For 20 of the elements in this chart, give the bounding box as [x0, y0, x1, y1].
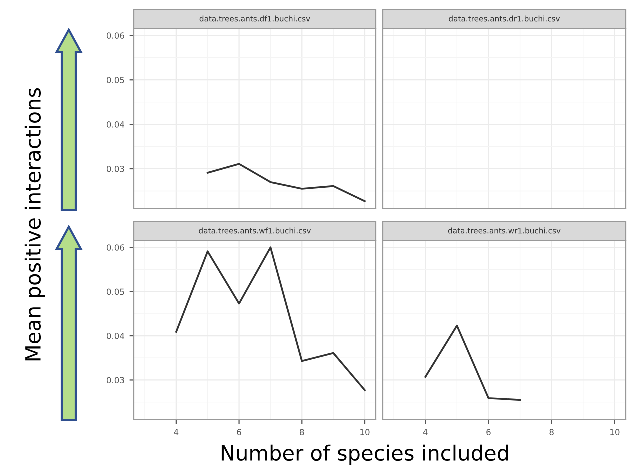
x-tick-label: 10	[610, 429, 620, 436]
y-tick-label: 0.04	[106, 333, 125, 340]
x-tick-label: 10	[360, 429, 370, 436]
x-tick-label: 4	[174, 429, 179, 436]
y-tick-label: 0.05	[106, 288, 124, 296]
y-tick-label: 0.03	[106, 166, 124, 172]
line-series	[176, 246, 366, 392]
line-series	[206, 163, 366, 202]
y-tick-label: 0.05	[106, 77, 124, 84]
x-tick-label: 4	[423, 429, 428, 436]
x-tick-label: 8	[300, 429, 304, 436]
y-tick-label: 0.06	[106, 32, 124, 39]
y-tick-label: 0.04	[106, 122, 125, 128]
y-tick-label: 0.03	[106, 377, 124, 384]
y-axis-title: Mean positive interactions	[24, 88, 46, 361]
x-tick-label: 6	[486, 429, 491, 436]
x-tick-label: 6	[237, 429, 242, 436]
x-axis-title: Number of species included	[222, 444, 508, 466]
x-tick-label: 8	[550, 429, 554, 436]
y-tick-label: 0.06	[106, 244, 124, 251]
